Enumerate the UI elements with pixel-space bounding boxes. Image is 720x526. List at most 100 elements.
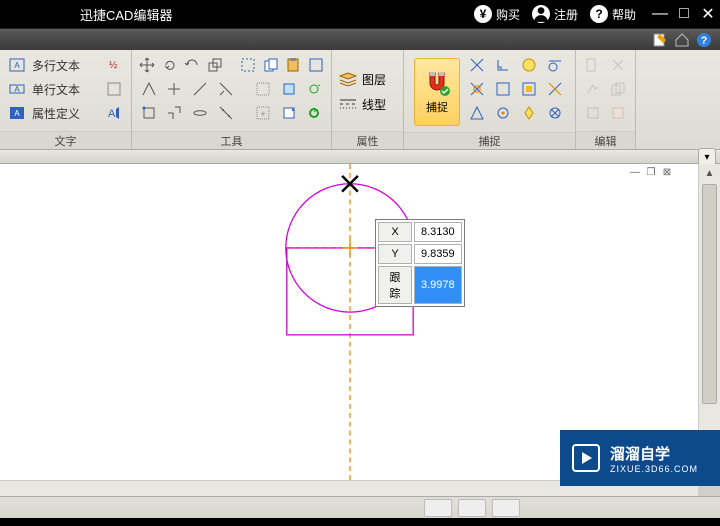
buy-button[interactable]: ¥ 购买 [474, 5, 520, 23]
doc-close-icon[interactable]: ⊠ [660, 166, 674, 178]
help-icon[interactable]: ? [696, 32, 712, 48]
edit-icon[interactable] [652, 32, 668, 48]
tool-c6-icon[interactable] [278, 102, 300, 124]
ribbon-group-snap: 捕捉 [404, 50, 576, 149]
scroll-up-icon[interactable]: ▲ [699, 164, 720, 182]
ribbon-group-tools-label: 工具 [132, 131, 331, 149]
multiline-text-icon[interactable]: A [6, 54, 28, 76]
ribbon-group-text-label: 文字 [0, 131, 131, 149]
snap-perp-icon[interactable] [492, 54, 514, 76]
snap-center-icon[interactable] [518, 102, 540, 124]
snap-big-button[interactable]: 捕捉 [414, 58, 460, 126]
help-button[interactable]: ? 帮助 [590, 5, 636, 23]
svg-text:?: ? [701, 35, 708, 47]
scale-icon[interactable] [206, 54, 225, 76]
status-btn-1[interactable] [424, 499, 452, 517]
home-icon[interactable] [674, 32, 690, 48]
ribbon-group-edit: 编辑 [576, 50, 636, 149]
doc-min-icon[interactable]: — [628, 166, 642, 178]
magnet-icon [423, 69, 451, 97]
tool-c1-icon[interactable] [138, 102, 160, 124]
ribbon-group-props: 图层 线型 属性 [332, 50, 404, 149]
undo-icon[interactable] [183, 54, 202, 76]
snap-ext-icon[interactable] [466, 78, 488, 100]
singleline-text-label[interactable]: 单行文本 [32, 81, 80, 98]
multiline-text-label[interactable]: 多行文本 [32, 57, 80, 74]
user-icon [532, 5, 550, 23]
svg-text:½: ½ [109, 60, 118, 71]
edit-c1-icon [582, 102, 604, 124]
snap-tangent-icon[interactable] [544, 54, 566, 76]
ribbon-group-snap-label: 捕捉 [404, 132, 575, 149]
document-window-controls: — ❐ ⊠ [628, 166, 674, 178]
tool-c5-icon[interactable]: + [252, 102, 274, 124]
ribbon-group-tools: + 工具 [132, 50, 332, 149]
snap-circle-icon[interactable] [518, 54, 540, 76]
snap-near-icon[interactable] [544, 78, 566, 100]
tool-c3-icon[interactable] [189, 102, 211, 124]
coord-track-value[interactable]: 3.9978 [414, 266, 462, 304]
snap-node-icon[interactable] [544, 102, 566, 124]
text-tool-1-icon[interactable]: ½ [103, 54, 125, 76]
text-tool-2-icon[interactable] [103, 78, 125, 100]
coord-x-value[interactable]: 8.3130 [414, 222, 462, 242]
minimize-button[interactable]: — [648, 2, 672, 26]
singleline-text-icon[interactable]: A [6, 78, 28, 100]
tool-b1-icon[interactable] [138, 78, 160, 100]
app-title: 迅捷CAD编辑器 [80, 5, 172, 24]
tool-b6-icon[interactable] [278, 78, 300, 100]
text-tool-3-icon[interactable]: A [103, 102, 125, 124]
svg-text:A: A [14, 61, 20, 70]
snap-mid-icon[interactable] [492, 102, 514, 124]
snap-intersect-icon[interactable] [466, 54, 488, 76]
attrdef-label[interactable]: 属性定义 [32, 105, 80, 122]
svg-text:A: A [108, 108, 116, 120]
svg-text:+: + [260, 109, 265, 119]
svg-text:A: A [14, 109, 20, 118]
rotate-icon[interactable] [161, 54, 180, 76]
tool-b2-icon[interactable] [164, 78, 186, 100]
play-icon [572, 444, 600, 472]
watermark-name: 溜溜自学 [610, 443, 698, 464]
layer-icon [338, 71, 358, 87]
edit-c2-icon [608, 102, 630, 124]
doc-max-icon[interactable]: ❐ [644, 166, 658, 178]
tool-c4-icon[interactable] [215, 102, 237, 124]
tool-c2-icon[interactable] [164, 102, 186, 124]
refresh-icon[interactable] [303, 78, 325, 100]
scroll-thumb[interactable] [702, 184, 717, 404]
move-icon[interactable] [138, 54, 157, 76]
watermark-url: ZIXUE.3D66.COM [610, 464, 698, 474]
ribbon: A 多行文本 ½ A 单行文本 A 属性定义 A 文字 [0, 50, 720, 150]
status-btn-2[interactable] [458, 499, 486, 517]
close-button[interactable]: ✕ [696, 2, 720, 26]
edit-b2-icon [608, 78, 630, 100]
select-rect-icon[interactable] [239, 54, 258, 76]
coord-track-label: 跟踪 [378, 266, 412, 304]
yen-icon: ¥ [474, 5, 492, 23]
watermark: 溜溜自学 ZIXUE.3D66.COM [560, 430, 720, 486]
attrdef-icon[interactable]: A [6, 102, 28, 124]
layer-button[interactable]: 图层 [338, 71, 397, 88]
coordinates-panel: X 8.3130 Y 9.8359 跟踪 3.9978 [375, 219, 465, 307]
snap-tri-icon[interactable] [466, 102, 488, 124]
tool-c7-icon[interactable] [303, 102, 325, 124]
cut-icon[interactable] [306, 54, 325, 76]
tool-b4-icon[interactable] [215, 78, 237, 100]
paste-icon[interactable] [284, 54, 303, 76]
snap-quad-icon[interactable] [518, 78, 540, 100]
register-button[interactable]: 注册 [532, 5, 578, 23]
status-btn-3[interactable] [492, 499, 520, 517]
linetype-icon [338, 96, 358, 112]
tool-b3-icon[interactable] [189, 78, 211, 100]
maximize-button[interactable]: □ [672, 2, 696, 26]
coord-y-value[interactable]: 9.8359 [414, 244, 462, 264]
snap-endpoint-icon[interactable] [492, 78, 514, 100]
title-bar: 迅捷CAD编辑器 ¥ 购买 注册 ? 帮助 — □ ✕ [0, 0, 720, 28]
copy-icon[interactable] [261, 54, 280, 76]
coord-x-label: X [378, 222, 412, 242]
edit-b1-icon [582, 78, 604, 100]
linetype-button[interactable]: 线型 [338, 96, 397, 113]
ribbon-group-text: A 多行文本 ½ A 单行文本 A 属性定义 A 文字 [0, 50, 132, 149]
tool-b5-icon[interactable] [252, 78, 274, 100]
